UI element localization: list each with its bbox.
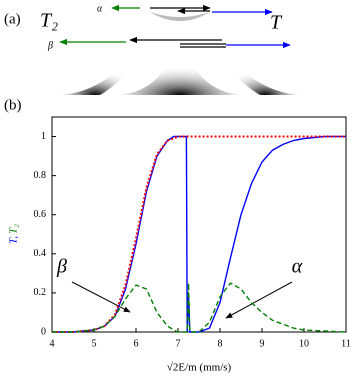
x-tick-label: 8 [218, 338, 223, 349]
shape [120, 52, 240, 95]
series-line [52, 135, 346, 333]
annotation: β [56, 256, 67, 278]
y-tick-label: 0.6 [34, 209, 47, 220]
x-tick-label: 6 [134, 338, 139, 349]
shape [230, 58, 300, 95]
x-tick-label: 4 [50, 338, 55, 349]
diagram-label: α [97, 3, 103, 14]
diagram-label: T₂ [40, 10, 58, 32]
shape [60, 58, 130, 95]
panel-label: (a) [4, 11, 21, 27]
annotation-arrow [225, 281, 293, 319]
y-tick-label: 0.2 [34, 287, 47, 298]
panel-label: (b) [4, 97, 22, 113]
annotation: α [292, 256, 303, 278]
x-tick-label: 7 [176, 338, 181, 349]
series-line [52, 282, 347, 333]
y-axis-label: T, [8, 236, 20, 244]
y-tick-label: 1 [41, 131, 46, 142]
x-tick-label: 9 [260, 338, 265, 349]
series-line [52, 135, 346, 333]
y-tick-label: 0.4 [34, 248, 47, 259]
y-tick-label: 0 [41, 326, 46, 337]
diagram-label: β [47, 40, 53, 51]
diagram-label: T [270, 12, 283, 34]
y-axis-label: T₂ [8, 224, 20, 234]
x-tick-label: 10 [299, 338, 309, 349]
diagram: (a) T₂ α β T [4, 3, 300, 95]
annotation-arrow [71, 281, 131, 313]
shape [150, 12, 210, 21]
x-tick-label: 11 [341, 338, 351, 349]
y-tick-label: 0.8 [34, 170, 47, 181]
plot-frame [51, 116, 347, 333]
x-axis-label: √2E/m (mm/s) [167, 362, 232, 374]
x-tick-label: 5 [92, 338, 97, 349]
